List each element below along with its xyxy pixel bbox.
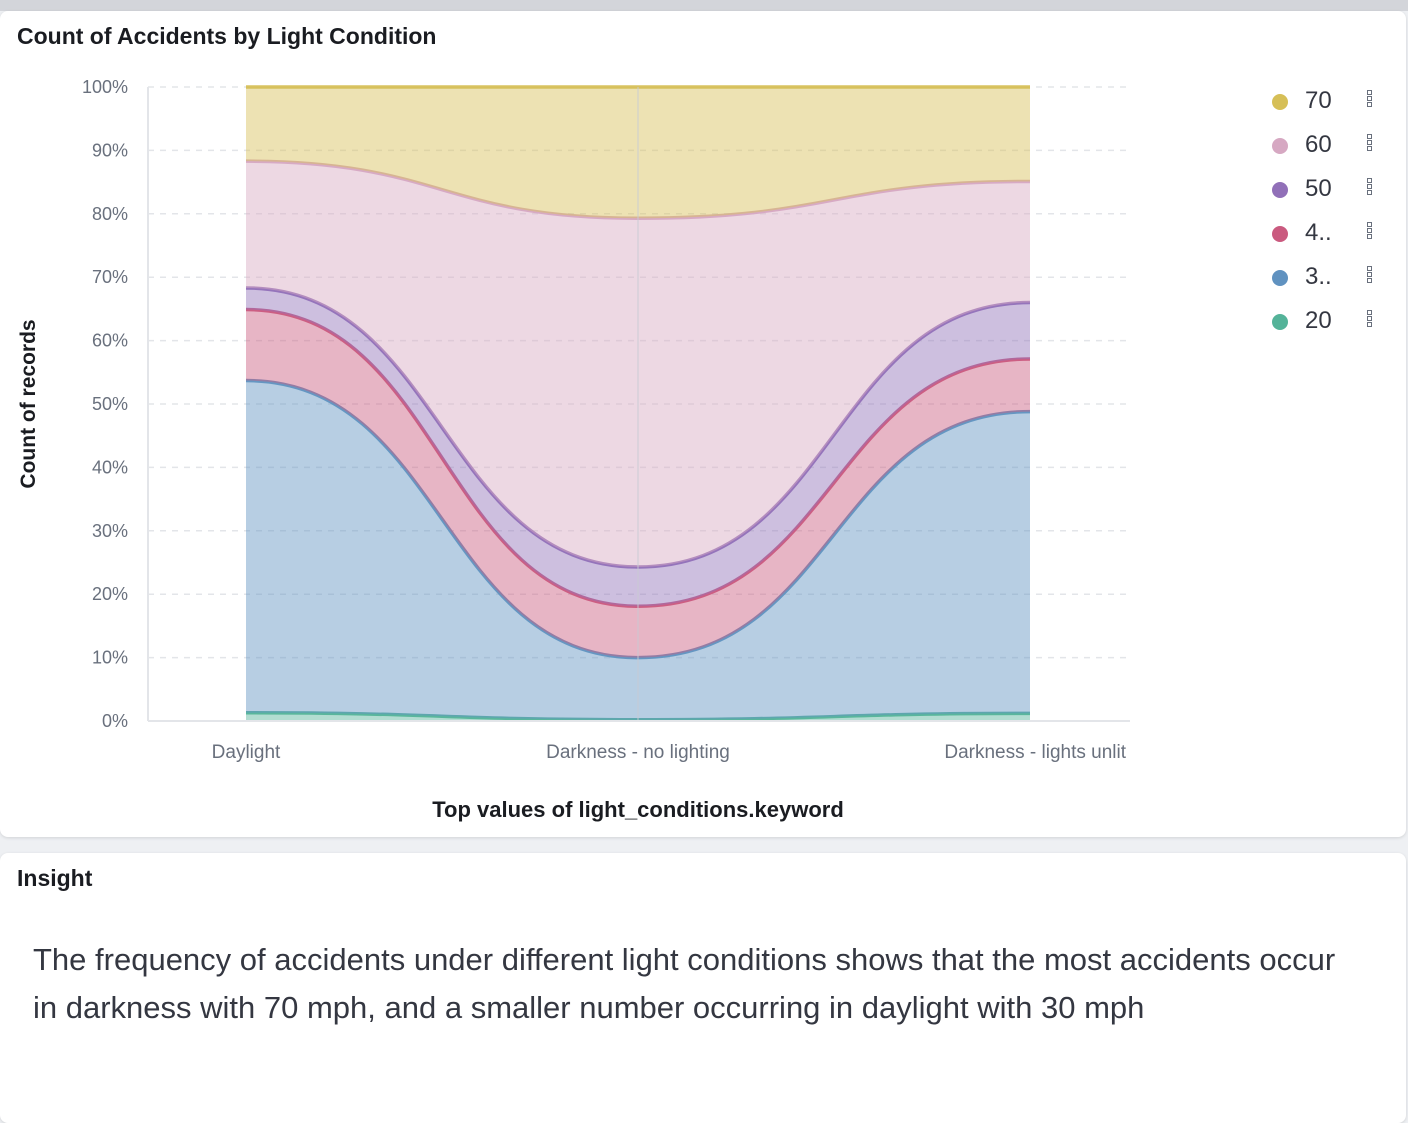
insight-text: The frequency of accidents under differe… [33, 942, 1336, 1025]
x-tick-label: Darkness - no lighting [546, 742, 730, 763]
insight-panel: Insight The frequency of accidents under… [0, 853, 1406, 1123]
legend-item[interactable]: 4.. [1268, 210, 1388, 254]
area-chart[interactable]: 0% 10% 20% 30% 40% 50% 60% 70% 80% 90% 100% Dayligh… [0, 0, 1408, 840]
x-tick-label: Darkness - lights unlit [944, 742, 1126, 763]
y-tick-label: 70% [92, 267, 128, 287]
legend-actions-icon[interactable] [1366, 178, 1376, 202]
y-axis-title: Count of records [17, 319, 40, 488]
area-series-20[interactable] [246, 712, 1030, 721]
legend-color-dot [1272, 94, 1288, 110]
legend-item[interactable]: 70 [1268, 78, 1388, 122]
y-tick-label: 60% [92, 331, 128, 351]
area-series [245, 85, 1031, 722]
chart-legend: 70 60 50 4.. 3.. 20 [1268, 78, 1388, 342]
legend-color-dot [1272, 138, 1288, 154]
legend-actions-icon[interactable] [1366, 222, 1376, 246]
legend-color-dot [1272, 314, 1288, 330]
insight-title: Insight [17, 865, 93, 891]
legend-label: 70 [1305, 87, 1332, 114]
y-tick-label: 80% [92, 204, 128, 224]
legend-actions-icon[interactable] [1366, 90, 1376, 114]
legend-item[interactable]: 20 [1268, 298, 1388, 342]
y-tick-label: 40% [92, 457, 128, 477]
y-tick-label: 20% [92, 584, 128, 604]
y-tick-label: 30% [92, 521, 128, 541]
x-tick-label: Daylight [212, 742, 281, 763]
legend-item[interactable]: 50 [1268, 166, 1388, 210]
area-series-4..[interactable] [246, 309, 1030, 658]
y-tick-label: 100% [82, 77, 128, 97]
legend-item[interactable]: 60 [1268, 122, 1388, 166]
legend-item[interactable]: 3.. [1268, 254, 1388, 298]
legend-color-dot [1272, 226, 1288, 242]
x-axis-title: Top values of light_conditions.keyword [432, 797, 844, 822]
y-tick-label: 50% [92, 394, 128, 414]
legend-actions-icon[interactable] [1366, 310, 1376, 334]
legend-label: 3.. [1305, 263, 1332, 290]
legend-label: 4.. [1305, 219, 1332, 246]
y-tick-label: 10% [92, 648, 128, 668]
legend-label: 20 [1305, 307, 1332, 334]
legend-actions-icon[interactable] [1366, 134, 1376, 158]
chart-panel: Count of Accidents by Light Condition [0, 11, 1406, 837]
chart-title: Count of Accidents by Light Condition [17, 23, 437, 49]
y-tick-label: 0% [102, 711, 128, 731]
top-border [0, 0, 1408, 11]
axes: 0% 10% 20% 30% 40% 50% 60% 70% 80% 90% 100% Dayligh… [82, 77, 1130, 763]
legend-color-dot [1272, 182, 1288, 198]
area-series-3..[interactable] [246, 380, 1030, 720]
legend-actions-icon[interactable] [1366, 266, 1376, 290]
legend-label: 60 [1305, 131, 1332, 158]
legend-color-dot [1272, 270, 1288, 286]
legend-label: 50 [1305, 175, 1332, 202]
y-tick-label: 90% [92, 140, 128, 160]
